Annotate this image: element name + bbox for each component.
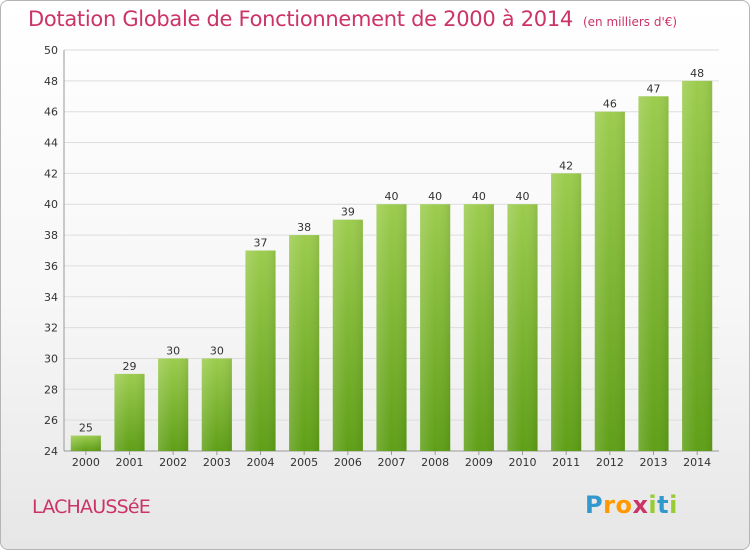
x-tick-label: 2010: [509, 456, 537, 469]
x-tick-label: 2007: [378, 456, 406, 469]
x-tick-label: 2000: [72, 456, 100, 469]
bar-shine: [70, 435, 101, 451]
bar-shine: [114, 373, 145, 451]
logo-letter: i: [648, 491, 658, 519]
data-label: 39: [341, 206, 355, 219]
chart-title-text: Dotation Globale de Fonctionnement de 20…: [28, 7, 573, 31]
x-tick-label: 2009: [465, 456, 493, 469]
y-tick-label: 48: [44, 75, 58, 88]
bar-shine: [682, 80, 713, 451]
data-label: 40: [516, 190, 530, 203]
y-tick-label: 30: [44, 352, 58, 365]
logo-letter: o: [615, 491, 633, 519]
x-tick-label: 2006: [334, 456, 362, 469]
data-label: 30: [210, 344, 224, 357]
x-tick-label: 2008: [421, 456, 449, 469]
bar-shine: [158, 358, 189, 451]
y-tick-label: 38: [44, 229, 58, 242]
bar-shine: [507, 204, 538, 451]
x-tick-label: 2003: [203, 456, 231, 469]
x-tick-label: 2013: [640, 456, 668, 469]
y-tick-label: 34: [44, 291, 58, 304]
logo-letter: P: [585, 491, 604, 519]
data-label: 46: [603, 98, 617, 111]
data-label: 37: [254, 237, 268, 250]
y-tick-label: 40: [44, 198, 58, 211]
proxiti-logo: Proxiti: [585, 491, 678, 519]
x-tick-label: 2005: [290, 456, 318, 469]
y-tick-label: 44: [44, 137, 58, 150]
data-label: 25: [79, 422, 93, 435]
x-tick-label: 2011: [552, 456, 580, 469]
y-tick-label: 46: [44, 106, 58, 119]
x-tick-label: 2002: [159, 456, 187, 469]
data-label: 48: [690, 67, 704, 80]
data-label: 40: [385, 190, 399, 203]
bar-shine: [594, 111, 625, 451]
logo-letter: i: [669, 491, 678, 519]
commune-name: LACHAUSSéE: [32, 496, 151, 518]
y-tick-label: 32: [44, 322, 58, 335]
y-tick-label: 50: [44, 44, 58, 57]
bar-shine: [551, 173, 582, 451]
data-label: 38: [297, 221, 311, 234]
logo-letter: r: [603, 491, 616, 519]
x-tick-label: 2004: [247, 456, 275, 469]
logo-letter: x: [632, 491, 649, 519]
data-label: 29: [123, 360, 137, 373]
data-label: 40: [428, 190, 442, 203]
logo-letter: t: [657, 491, 670, 519]
y-tick-label: 24: [44, 445, 58, 458]
x-tick-label: 2001: [116, 456, 144, 469]
x-tick-label: 2012: [596, 456, 624, 469]
data-label: 42: [559, 159, 573, 172]
data-label: 47: [647, 82, 661, 95]
bar-shine: [332, 219, 363, 451]
data-label: 30: [166, 344, 180, 357]
chart-title: Dotation Globale de Fonctionnement de 20…: [28, 7, 677, 31]
bar-shine: [638, 96, 669, 452]
y-tick-label: 36: [44, 260, 58, 273]
bar-shine: [201, 358, 232, 451]
bar-shine: [376, 204, 407, 451]
bar-shine: [463, 204, 494, 451]
y-tick-label: 26: [44, 414, 58, 427]
y-tick-label: 42: [44, 167, 58, 180]
y-tick-label: 28: [44, 383, 58, 396]
chart-unit-note: (en milliers d'€): [582, 15, 678, 29]
bar-shine: [245, 250, 276, 451]
x-tick-label: 2014: [683, 456, 711, 469]
bar-shine: [289, 235, 320, 451]
bar-shine: [420, 204, 451, 451]
data-label: 40: [472, 190, 486, 203]
